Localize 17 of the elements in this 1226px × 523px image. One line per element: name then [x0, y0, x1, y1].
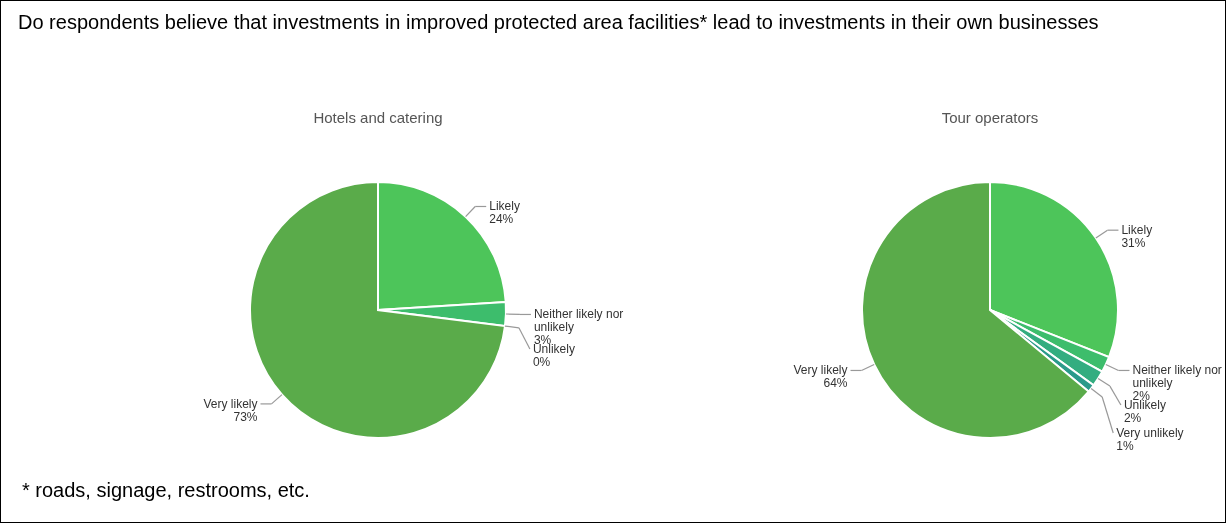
slice-label: Likely — [1121, 223, 1153, 238]
slice-label: Very unlikely — [1116, 425, 1184, 440]
slice-label: Neither likely nor unlikely — [533, 307, 624, 335]
data-label: 2% — [1123, 410, 1142, 425]
slice-label: Very likely — [203, 396, 258, 411]
slice-label: Likely — [489, 199, 520, 214]
chart-title: Tour operators — [941, 109, 1039, 126]
slice-label: Neither likely nor unlikely — [1132, 363, 1222, 391]
data-label: 1% — [1116, 438, 1134, 453]
data-label: 24% — [489, 212, 514, 227]
text: 0% — [532, 354, 551, 369]
slice-label: Very likely — [793, 363, 848, 378]
text: * roads, signage, restrooms, etc. — [22, 478, 310, 503]
text: Do respondents believe that investments in improved protected area facilities* lead to investments in their own businesses — [18, 10, 1100, 35]
data-label: 64% — [823, 376, 848, 391]
data-label: 31% — [1121, 236, 1146, 251]
chart-title: Hotels and catering — [313, 109, 443, 126]
